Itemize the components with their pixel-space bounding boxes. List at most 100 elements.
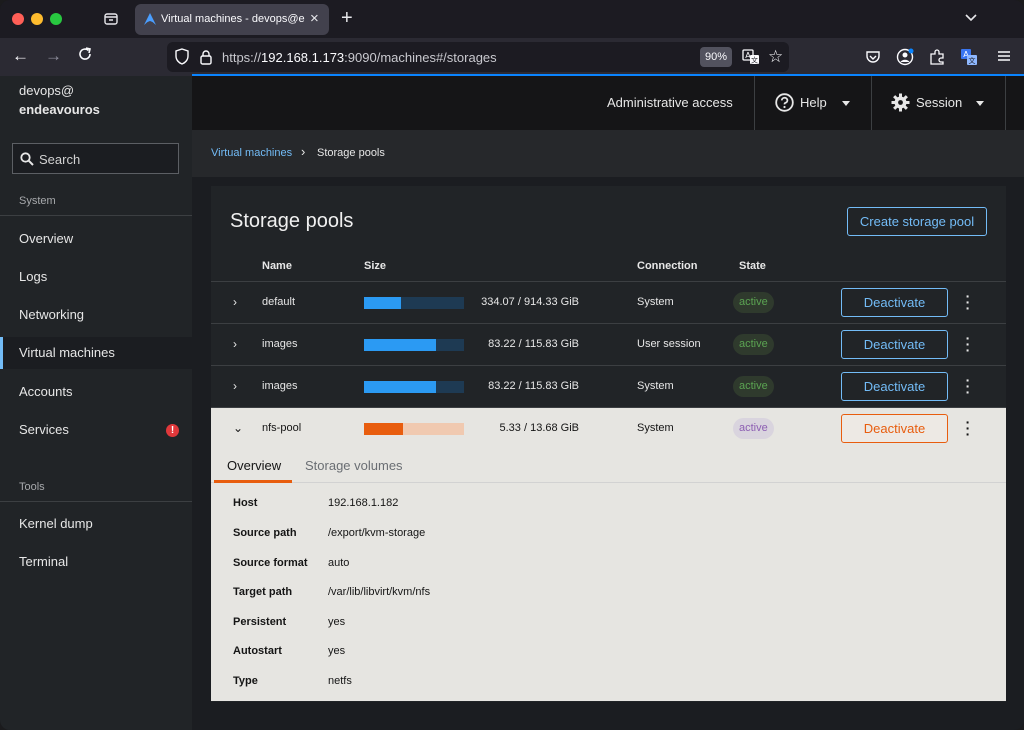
pool-connection: System	[637, 422, 674, 434]
status-badge: active	[733, 292, 774, 313]
sidebar-item-accounts[interactable]: Accounts	[0, 376, 192, 408]
usage-bar	[364, 339, 464, 351]
deactivate-button[interactable]: Deactivate	[841, 330, 948, 359]
gear-icon[interactable]	[891, 93, 910, 112]
deactivate-button[interactable]: Deactivate	[841, 288, 948, 317]
help-icon[interactable]	[775, 93, 794, 112]
column-header-size[interactable]: Size	[364, 260, 387, 272]
chevron-down-icon[interactable]	[963, 9, 979, 25]
detail-term-persistent: Persistent	[233, 616, 287, 628]
breadcrumb: Virtual machines › Storage pools	[192, 130, 1024, 177]
sidebar: devops@ endeavouros Search System Overvi…	[0, 76, 192, 730]
usage-bar	[364, 381, 464, 393]
search-placeholder: Search	[39, 152, 81, 167]
divider	[754, 76, 755, 130]
help-menu-button[interactable]: Help	[800, 95, 827, 110]
address-bar[interactable]: https://192.168.1.173:9090/machines#/sto…	[167, 42, 789, 72]
forward-icon[interactable]: →	[45, 46, 62, 65]
expand-row-icon[interactable]: ›	[233, 337, 237, 351]
sidebar-item-networking[interactable]: Networking	[0, 299, 192, 331]
breadcrumb-current: Storage pools	[317, 147, 385, 159]
zoom-level-badge[interactable]: 90%	[700, 47, 732, 67]
lock-warning-icon[interactable]	[199, 49, 213, 65]
url-path: :9090/machines#/storages	[344, 50, 497, 65]
maximize-window-button[interactable]	[50, 13, 62, 25]
active-tab-indicator	[214, 480, 292, 483]
usage-bar	[364, 423, 464, 435]
url-host: 192.168.1.173	[261, 50, 345, 65]
minimize-window-button[interactable]	[31, 13, 43, 25]
kebab-menu-icon[interactable]: · · ·	[965, 414, 971, 442]
search-input[interactable]: Search	[12, 143, 179, 174]
tab-bar: Virtual machines - devops@endeavouros × …	[0, 0, 1024, 38]
close-window-button[interactable]	[12, 13, 24, 25]
pool-size: 334.07 / 914.33 GiB	[481, 296, 579, 308]
column-header-name[interactable]: Name	[262, 260, 292, 272]
storage-pools-card: Storage pools Create storage pool Name S…	[211, 186, 1006, 702]
url-text: https://192.168.1.173:9090/machines#/sto…	[222, 50, 497, 65]
expand-row-icon[interactable]: ›	[233, 379, 237, 393]
detail-term-target-path: Target path	[233, 586, 293, 598]
kebab-menu-icon[interactable]: · · ·	[965, 288, 971, 316]
sidebar-item-services[interactable]: Services!	[0, 414, 192, 446]
new-tab-icon[interactable]: +	[341, 7, 353, 29]
chevron-down-icon[interactable]	[976, 101, 984, 106]
pool-connection: System	[637, 296, 674, 308]
table-row-expanded[interactable]: ⌄ nfs-pool 5.33 / 13.68 GiB System activ…	[211, 407, 1006, 701]
collapse-row-icon[interactable]: ⌄	[233, 421, 244, 435]
divider	[0, 501, 192, 502]
reload-icon[interactable]	[77, 46, 93, 67]
table-row[interactable]: › images 83.22 / 115.83 GiB User session…	[211, 323, 1006, 365]
sidebar-item-label: Accounts	[19, 384, 73, 399]
column-header-state[interactable]: State	[739, 260, 766, 272]
extensions-icon[interactable]	[928, 48, 946, 66]
pool-connection: System	[637, 380, 674, 392]
chevron-down-icon[interactable]	[842, 101, 850, 106]
tab-overview-icon[interactable]	[102, 11, 120, 27]
pool-connection: User session	[637, 338, 701, 350]
session-menu-button[interactable]: Session	[916, 95, 963, 110]
account-icon[interactable]	[896, 48, 914, 66]
sidebar-item-kernel-dump[interactable]: Kernel dump	[0, 508, 192, 540]
breadcrumb-virtual-machines-link[interactable]: Virtual machines	[211, 147, 293, 159]
pool-size: 83.22 / 115.83 GiB	[488, 380, 579, 392]
shield-icon[interactable]	[175, 48, 189, 65]
detail-term-source-format: Source format	[233, 557, 308, 569]
detail-value-type: netfs	[328, 675, 352, 687]
usage-bar-fill	[364, 381, 436, 393]
sidebar-item-label: Overview	[19, 231, 74, 246]
tab-close-icon[interactable]: ×	[310, 10, 319, 27]
tab-overview[interactable]: Overview	[227, 458, 282, 473]
back-icon[interactable]: ←	[12, 46, 29, 65]
menu-icon[interactable]	[996, 48, 1014, 66]
sidebar-item-logs[interactable]: Logs	[0, 261, 192, 293]
table-row[interactable]: › default 334.07 / 914.33 GiB System act…	[211, 281, 1006, 323]
alert-icon: !	[166, 424, 179, 437]
administrative-access-button[interactable]: Administrative access	[607, 95, 733, 110]
detail-term-host: Host	[233, 497, 258, 509]
divider	[1005, 76, 1006, 130]
kebab-menu-icon[interactable]: · · ·	[965, 330, 971, 358]
pocket-icon[interactable]	[864, 48, 882, 66]
sidebar-item-terminal[interactable]: Terminal	[0, 546, 192, 578]
deactivate-button[interactable]: Deactivate	[841, 414, 948, 443]
svg-text:文: 文	[969, 56, 976, 65]
table-row[interactable]: › images 83.22 / 115.83 GiB System activ…	[211, 365, 1006, 407]
sidebar-item-overview[interactable]: Overview	[0, 223, 192, 255]
expand-row-icon[interactable]: ›	[233, 295, 237, 309]
deactivate-button[interactable]: Deactivate	[841, 372, 948, 401]
browser-tab-active[interactable]: Virtual machines - devops@endeavouros ×	[135, 4, 329, 35]
sidebar-item-virtual-machines[interactable]: Virtual machines	[0, 337, 192, 369]
bookmark-star-icon[interactable]: ☆	[768, 47, 784, 66]
column-header-connection[interactable]: Connection	[637, 260, 698, 272]
usage-bar	[364, 297, 464, 309]
pool-name: images	[262, 380, 298, 392]
user-name[interactable]: devops@	[19, 83, 75, 98]
create-storage-pool-button[interactable]: Create storage pool	[847, 207, 987, 236]
kebab-menu-icon[interactable]: · · ·	[965, 372, 971, 400]
tab-storage-volumes[interactable]: Storage volumes	[305, 458, 403, 473]
host-name[interactable]: endeavouros	[19, 102, 100, 117]
